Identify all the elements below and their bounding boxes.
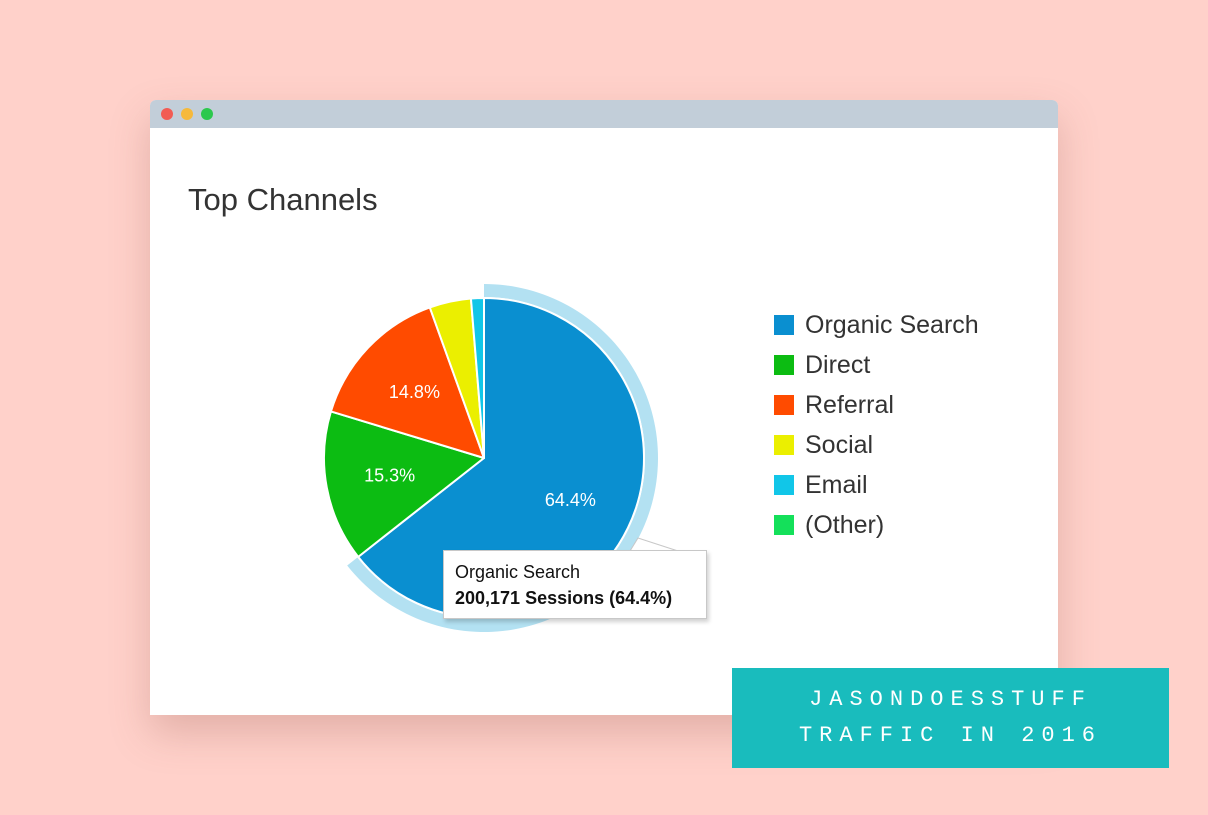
legend-label: Social [805,430,874,459]
pie-slice-referral[interactable] [329,306,485,459]
pie-slice-label: 14.8% [389,382,440,402]
legend-item-direct[interactable]: Direct [774,345,979,385]
legend-label: (Other) [805,510,885,539]
legend-label: Organic Search [805,310,979,339]
chart-title: Top Channels [188,182,378,217]
legend-swatch [774,515,794,535]
badge-line-2: TRAFFIC IN 2016 [798,723,1103,748]
legend-item-other[interactable]: (Other) [774,505,979,545]
tooltip-value: 200,171 Sessions (64.4%) [455,588,673,608]
legend-swatch [774,395,794,415]
pie-slice-direct[interactable] [323,410,485,558]
legend-item-referral[interactable]: Referral [774,385,979,425]
caption-badge: JASONDOESSTUFF TRAFFIC IN 2016 [732,668,1169,768]
legend-label: Direct [805,350,871,379]
window-titlebar [150,100,1058,128]
legend-swatch [774,315,794,335]
legend-item-organic-search[interactable]: Organic Search [774,305,979,345]
pie-slice-label: 15.3% [364,466,415,486]
tooltip-series-name: Organic Search [455,562,581,582]
legend-label: Referral [805,390,894,419]
badge-line-1: JASONDOESSTUFF [809,687,1092,712]
chart-legend: Organic Search Direct Referral Social Em… [774,305,979,545]
pie-slice-email[interactable] [469,297,485,459]
browser-window: Top Channels 64.4% 15.3% 14.8% Organic Sea… [150,100,1058,715]
legend-swatch [774,355,794,375]
legend-label: Email [805,470,868,499]
pie-chart: 64.4% 15.3% 14.8% [323,284,679,632]
legend-item-email[interactable]: Email [774,465,979,505]
legend-item-social[interactable]: Social [774,425,979,465]
maximize-window-dot-icon[interactable] [201,108,213,120]
pie-slice-organic-search[interactable] [357,297,645,619]
legend-swatch [774,435,794,455]
close-window-dot-icon[interactable] [161,108,173,120]
minimize-window-dot-icon[interactable] [181,108,193,120]
pie-slice-label: 64.4% [545,490,596,510]
tooltip-pointer [629,537,679,552]
legend-swatch [774,475,794,495]
chart-tooltip: Organic Search 200,171 Sessions (64.4%) [443,550,707,619]
